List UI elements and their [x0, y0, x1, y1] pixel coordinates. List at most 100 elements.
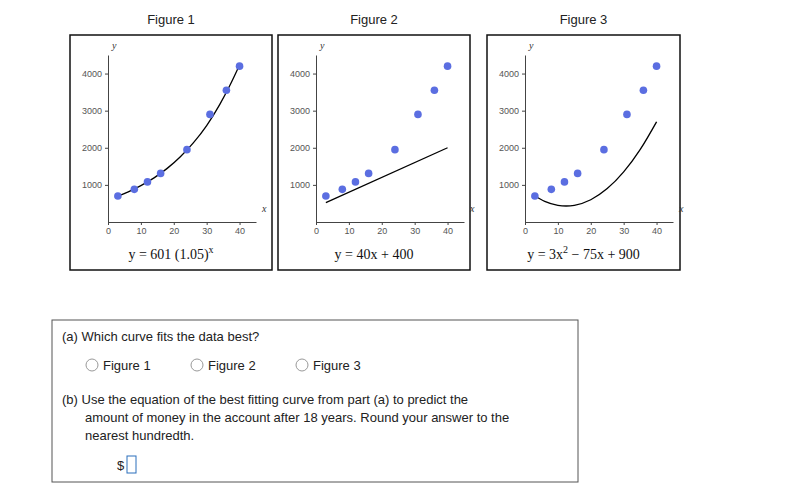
x-tick-label: 20 [586, 226, 596, 236]
radio-button[interactable] [296, 359, 308, 371]
x-tick-label: 40 [652, 226, 662, 236]
x-axis-line [109, 222, 257, 223]
x-tick-mark [207, 222, 208, 225]
x-tick-mark [591, 222, 592, 225]
data-point [157, 170, 165, 178]
x-tick: 20 [169, 222, 179, 236]
panel-frame [70, 35, 272, 270]
y-tick-mark [105, 111, 108, 112]
radio-label[interactable]: Figure 2 [208, 358, 256, 373]
x-tick-mark [558, 222, 559, 225]
data-point [114, 192, 122, 200]
plot-marks [114, 62, 243, 199]
data-point [339, 186, 347, 194]
x-tick: 30 [410, 222, 420, 236]
data-point [391, 146, 399, 154]
y-axis: 1000 2000 3000 4000 [82, 56, 109, 223]
data-point [640, 86, 648, 94]
y-tick: 1000 [82, 180, 108, 190]
part-b-prompt: (b) Use the equation of the best fitting… [62, 392, 468, 407]
y-tick-label: 3000 [290, 106, 310, 116]
data-point [653, 62, 661, 70]
x-tick-mark [657, 222, 658, 225]
y-tick-mark [105, 148, 108, 149]
y-tick-label: 4000 [290, 69, 310, 79]
x-axis-line [526, 222, 674, 223]
y-axis-label: y [528, 40, 534, 51]
fit-curve [326, 148, 448, 203]
part-b-prompt: nearest hundredth. [85, 428, 194, 443]
y-tick-label: 2000 [290, 143, 310, 153]
x-tick: 30 [619, 222, 629, 236]
x-tick-mark [415, 222, 416, 225]
y-axis-line [525, 56, 526, 223]
chart-title: Figure 2 [350, 12, 398, 27]
x-tick: 30 [202, 222, 212, 236]
y-tick-label: 1000 [290, 180, 310, 190]
x-tick-label: 0 [314, 226, 319, 236]
radio-button[interactable] [191, 359, 203, 371]
data-point [431, 86, 439, 94]
y-tick: 4000 [290, 69, 316, 79]
x-tick: 40 [443, 222, 453, 236]
x-tick-label: 40 [235, 226, 245, 236]
y-tick: 4000 [499, 69, 525, 79]
y-tick: 2000 [82, 143, 108, 153]
y-axis-line [316, 56, 317, 223]
x-tick-label: 0 [106, 226, 111, 236]
answer-input[interactable] [127, 456, 136, 473]
data-point [531, 192, 539, 200]
x-tick: 20 [377, 222, 387, 236]
equation-part: y = 40x + 400 [335, 247, 414, 262]
data-point [223, 86, 231, 94]
x-tick: 10 [344, 222, 354, 236]
part-a-prompt: (a) Which curve fits the data best? [62, 329, 259, 344]
x-tick: 10 [553, 222, 563, 236]
x-tick-label: 10 [136, 226, 146, 236]
radio-button[interactable] [86, 359, 98, 371]
data-point [236, 62, 244, 70]
x-tick-label: 0 [523, 226, 528, 236]
data-point [623, 111, 631, 119]
y-tick: 3000 [499, 106, 525, 116]
data-point [600, 146, 608, 154]
fit-curve [118, 65, 240, 196]
y-axis-label: y [111, 40, 117, 51]
equation-part: y = 3x [527, 247, 563, 262]
data-point [561, 178, 569, 186]
y-tick: 2000 [499, 143, 525, 153]
y-tick-label: 1000 [82, 180, 102, 190]
x-tick-mark [624, 222, 625, 225]
y-tick-label: 3000 [499, 106, 519, 116]
y-tick: 3000 [82, 106, 108, 116]
radio-label[interactable]: Figure 3 [313, 358, 361, 373]
x-tick-label: 30 [619, 226, 629, 236]
equation: y = 601 (1.05)x [128, 244, 213, 263]
x-tick: 40 [235, 222, 245, 236]
y-tick-label: 4000 [82, 69, 102, 79]
data-point [352, 178, 360, 186]
data-point [414, 111, 422, 119]
x-tick-label: 10 [344, 226, 354, 236]
x-tick-mark [382, 222, 383, 225]
radio-label[interactable]: Figure 1 [103, 358, 151, 373]
x-tick-mark [240, 222, 241, 225]
equation-part: − 75x + 900 [568, 247, 640, 262]
y-tick: 1000 [499, 180, 525, 190]
y-tick-mark [522, 185, 525, 186]
x-tick: 20 [586, 222, 596, 236]
x-axis-label: x [261, 203, 267, 214]
y-tick-label: 3000 [82, 106, 102, 116]
data-point [206, 111, 214, 119]
fit-curve [535, 122, 657, 206]
x-axis-label: x [678, 203, 684, 214]
chart-title: Figure 3 [560, 12, 608, 27]
equation: y = 40x + 400 [335, 247, 414, 262]
plot-marks [322, 62, 451, 202]
x-tick-label: 20 [377, 226, 387, 236]
x-axis-line [317, 222, 465, 223]
chart-panel: Figure 10102030401000200030004000xyy = 6… [70, 12, 272, 270]
x-tick-mark [141, 222, 142, 225]
question-box: (a) Which curve fits the data best? Figur… [52, 320, 578, 482]
x-tick: 40 [652, 222, 662, 236]
